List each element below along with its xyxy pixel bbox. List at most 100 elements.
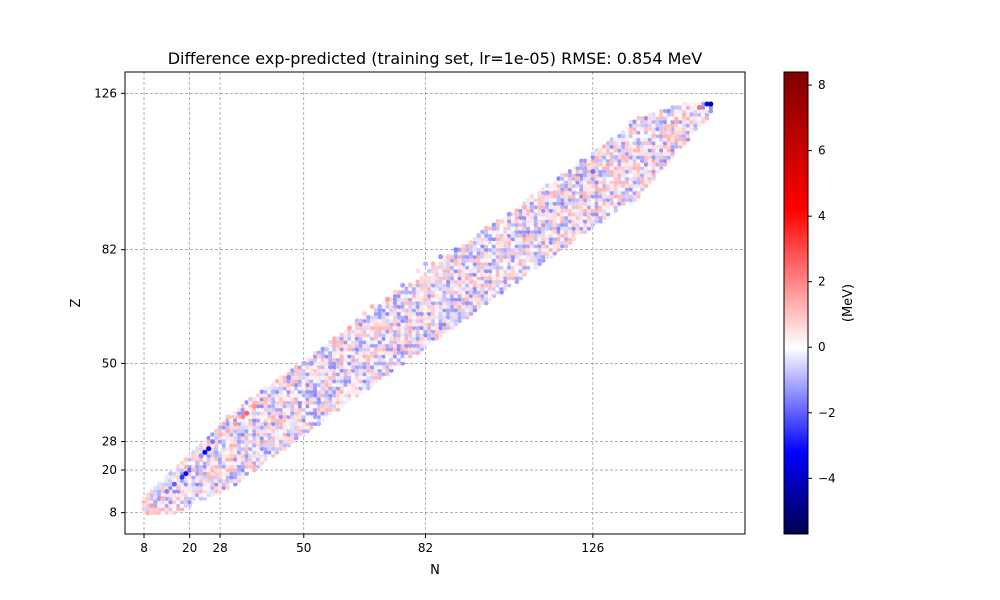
band-point	[582, 158, 588, 164]
band-point	[267, 439, 272, 444]
band-point	[195, 481, 200, 487]
band-point	[632, 147, 637, 153]
band-point	[636, 147, 641, 153]
band-point	[320, 414, 326, 420]
band-point	[328, 364, 333, 370]
band-point	[214, 432, 219, 437]
band-point	[195, 453, 200, 459]
band-point	[377, 346, 383, 352]
band-point	[495, 286, 501, 292]
band-point	[491, 222, 497, 228]
band-point	[624, 133, 630, 139]
band-point	[160, 478, 166, 484]
band-point	[510, 272, 516, 277]
band-point	[305, 361, 310, 366]
band-point	[594, 201, 599, 206]
band-point	[480, 282, 485, 288]
band-point	[286, 442, 291, 448]
band-point	[335, 361, 341, 366]
band-point	[662, 158, 668, 164]
band-point	[286, 400, 291, 405]
band-point	[198, 496, 204, 501]
band-point	[571, 201, 577, 206]
band-point	[522, 265, 527, 270]
band-point	[514, 233, 520, 238]
band-point	[427, 304, 432, 309]
band-point	[621, 147, 626, 153]
band-point	[632, 158, 637, 164]
band-point	[449, 311, 455, 317]
band-point	[567, 222, 573, 228]
band-point	[472, 240, 478, 245]
band-point	[331, 393, 337, 398]
band-point	[628, 169, 634, 174]
band-point	[202, 446, 208, 452]
data-point	[438, 254, 444, 260]
band-point	[548, 226, 554, 231]
band-point	[628, 155, 634, 160]
band-point	[560, 243, 565, 249]
band-point	[236, 407, 242, 412]
band-point	[366, 368, 371, 373]
band-point	[328, 357, 333, 363]
band-point	[328, 400, 333, 405]
band-point	[385, 314, 390, 320]
band-point	[586, 211, 592, 217]
band-point	[339, 386, 345, 391]
band-point	[343, 339, 348, 345]
band-point	[651, 130, 656, 135]
band-point	[602, 169, 607, 174]
band-point	[278, 414, 284, 420]
band-point	[487, 229, 493, 235]
band-point	[411, 350, 417, 356]
band-point	[343, 396, 348, 402]
band-point	[282, 425, 288, 430]
band-point	[609, 137, 615, 142]
band-point	[331, 350, 337, 356]
band-point	[552, 187, 558, 192]
band-point	[343, 336, 348, 341]
band-point	[301, 432, 307, 437]
band-point	[461, 261, 466, 267]
band-point	[590, 179, 596, 185]
band-point	[293, 371, 299, 377]
band-point	[514, 250, 520, 256]
band-point	[210, 481, 215, 487]
band-point	[579, 165, 584, 171]
band-point	[472, 293, 478, 299]
band-point	[373, 371, 379, 377]
band-point	[297, 393, 303, 398]
band-point	[320, 354, 326, 359]
band-point	[408, 350, 413, 356]
band-point	[206, 439, 211, 444]
band-point	[533, 258, 539, 263]
band-point	[598, 187, 603, 192]
band-point	[210, 453, 215, 459]
band-point	[271, 403, 276, 409]
band-point	[617, 140, 622, 146]
band-point	[533, 236, 539, 242]
band-point	[529, 265, 535, 270]
band-point	[236, 457, 242, 462]
band-point	[632, 190, 637, 196]
band-point	[571, 219, 577, 224]
band-point	[335, 386, 341, 391]
data-point	[708, 101, 714, 107]
band-point	[548, 187, 554, 192]
band-point	[385, 332, 390, 338]
band-point	[236, 439, 242, 444]
band-point	[537, 201, 542, 206]
band-point	[457, 290, 463, 295]
band-point	[495, 282, 501, 288]
band-point	[442, 261, 447, 267]
band-point	[324, 393, 329, 398]
band-point	[423, 279, 428, 285]
band-point	[259, 396, 265, 402]
band-point	[605, 211, 611, 217]
band-point	[537, 190, 542, 196]
band-point	[198, 464, 204, 469]
band-point	[491, 286, 497, 292]
band-point	[518, 258, 523, 263]
band-point	[449, 258, 455, 263]
band-point	[335, 336, 341, 341]
